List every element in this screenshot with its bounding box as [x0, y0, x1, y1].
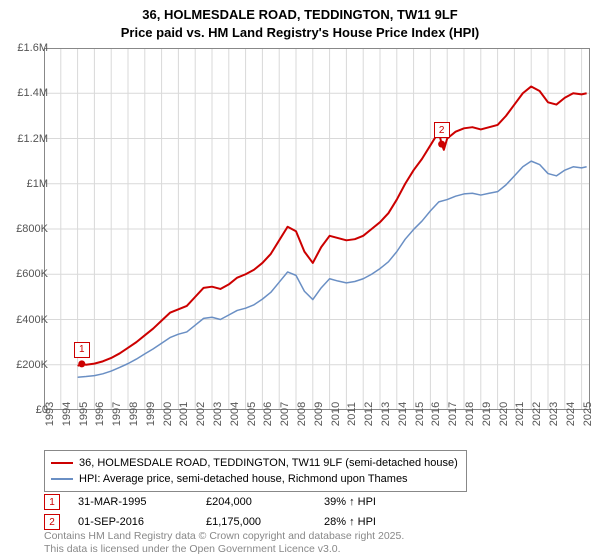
- sale-row: 1 31-MAR-1995 £204,000 39% ↑ HPI: [44, 492, 376, 512]
- sale-row-marker: 2: [44, 514, 60, 530]
- chart-svg: [44, 48, 590, 410]
- sale-date: 01-SEP-2016: [78, 516, 188, 528]
- attribution: Contains HM Land Registry data © Crown c…: [44, 530, 404, 556]
- sale-row-marker: 1: [44, 494, 60, 510]
- sale-price: £204,000: [206, 496, 306, 508]
- x-tick-label: 2022: [531, 402, 543, 426]
- x-tick-label: 2025: [582, 402, 594, 426]
- x-tick-label: 2005: [246, 402, 258, 426]
- x-tick-label: 2024: [565, 402, 577, 426]
- title-line2: Price paid vs. HM Land Registry's House …: [0, 24, 600, 42]
- x-tick-label: 2017: [447, 402, 459, 426]
- sale-marker-2: 2: [434, 122, 450, 138]
- x-tick-label: 1995: [78, 402, 90, 426]
- x-tick-label: 2013: [380, 402, 392, 426]
- chart-plot-area: 12: [44, 48, 590, 410]
- series-hpi: [78, 161, 587, 377]
- sale-price: £1,175,000: [206, 516, 306, 528]
- sale-pct: 28% ↑ HPI: [324, 516, 376, 528]
- attribution-line2: This data is licensed under the Open Gov…: [44, 543, 404, 556]
- y-tick-label: £400K: [16, 314, 48, 326]
- x-tick-label: 2014: [397, 402, 409, 426]
- attribution-line1: Contains HM Land Registry data © Crown c…: [44, 530, 404, 543]
- y-tick-label: £1.4M: [17, 87, 48, 99]
- x-tick-label: 2018: [464, 402, 476, 426]
- sales-table: 1 31-MAR-1995 £204,000 39% ↑ HPI 2 01-SEP-201…: [44, 492, 376, 532]
- x-tick-label: 2006: [262, 402, 274, 426]
- x-tick-label: 2015: [414, 402, 426, 426]
- x-tick-label: 1998: [128, 402, 140, 426]
- y-tick-label: £200K: [16, 359, 48, 371]
- x-tick-label: 2009: [313, 402, 325, 426]
- legend-item: 36, HOLMESDALE ROAD, TEDDINGTON, TW11 9L…: [51, 455, 458, 471]
- legend-label: HPI: Average price, semi-detached house,…: [79, 473, 408, 485]
- x-tick-label: 2008: [296, 402, 308, 426]
- sale-marker-1: 1: [74, 342, 90, 358]
- y-tick-label: £1M: [27, 178, 48, 190]
- legend-label: 36, HOLMESDALE ROAD, TEDDINGTON, TW11 9L…: [79, 457, 458, 469]
- x-tick-label: 2002: [195, 402, 207, 426]
- title-line1: 36, HOLMESDALE ROAD, TEDDINGTON, TW11 9L…: [0, 6, 600, 24]
- y-tick-label: £1.2M: [17, 133, 48, 145]
- chart-title: 36, HOLMESDALE ROAD, TEDDINGTON, TW11 9L…: [0, 0, 600, 41]
- x-tick-label: 2021: [514, 402, 526, 426]
- series-price_paid: [78, 86, 587, 365]
- legend-swatch: [51, 462, 73, 464]
- x-tick-label: 1999: [145, 402, 157, 426]
- x-tick-label: 2000: [162, 402, 174, 426]
- x-tick-label: 2012: [363, 402, 375, 426]
- x-tick-label: 1993: [44, 402, 56, 426]
- x-tick-label: 1997: [111, 402, 123, 426]
- legend: 36, HOLMESDALE ROAD, TEDDINGTON, TW11 9L…: [44, 450, 467, 492]
- x-tick-label: 2020: [498, 402, 510, 426]
- legend-item: HPI: Average price, semi-detached house,…: [51, 471, 458, 487]
- y-tick-label: £1.6M: [17, 42, 48, 54]
- legend-swatch: [51, 478, 73, 480]
- sale-pct: 39% ↑ HPI: [324, 496, 376, 508]
- x-tick-label: 2019: [481, 402, 493, 426]
- x-tick-label: 2011: [346, 402, 358, 426]
- x-tick-label: 2007: [279, 402, 291, 426]
- x-tick-label: 2023: [548, 402, 560, 426]
- x-tick-label: 1996: [94, 402, 106, 426]
- x-tick-label: 2001: [178, 402, 190, 426]
- y-tick-label: £800K: [16, 223, 48, 235]
- x-tick-label: 1994: [61, 402, 73, 426]
- sale-date: 31-MAR-1995: [78, 496, 188, 508]
- x-tick-label: 2004: [229, 402, 241, 426]
- x-tick-label: 2016: [430, 402, 442, 426]
- x-tick-label: 2010: [330, 402, 342, 426]
- x-tick-label: 2003: [212, 402, 224, 426]
- y-tick-label: £600K: [16, 268, 48, 280]
